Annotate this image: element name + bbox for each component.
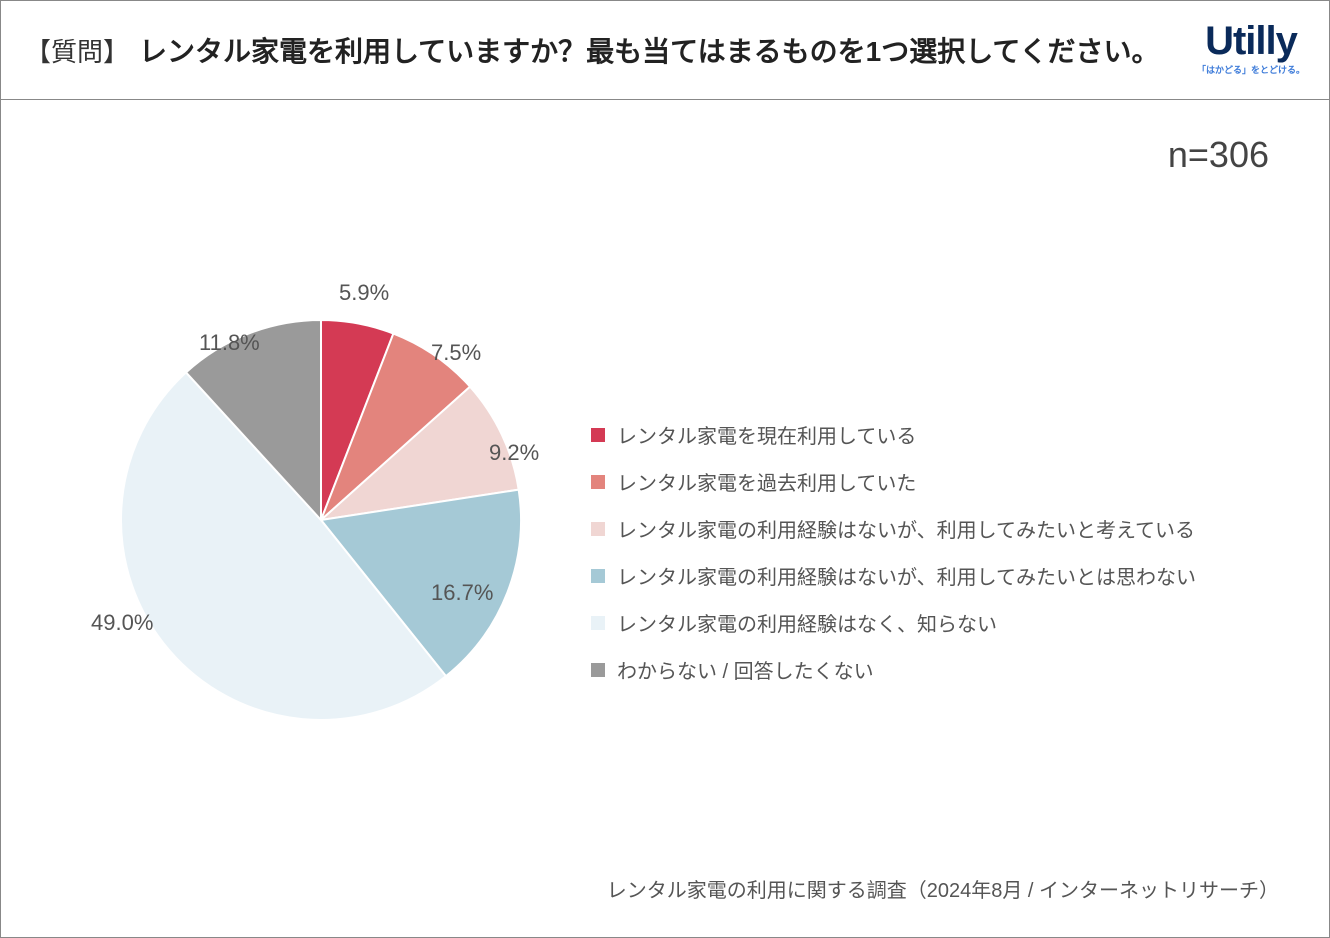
legend-label: レンタル家電の利用経験はないが、利用してみたいと考えている — [617, 514, 1195, 543]
legend-item: レンタル家電の利用経験はなく、知らない — [591, 608, 1271, 637]
legend-swatch — [591, 663, 605, 677]
slice-percent-label: 49.0% — [91, 610, 153, 636]
legend-item: わからない / 回答したくない — [591, 655, 1271, 684]
legend-label: わからない / 回答したくない — [617, 655, 874, 684]
logo-main-text: Utilly — [1197, 21, 1305, 61]
legend-item: レンタル家電の利用経験はないが、利用してみたいとは思わない — [591, 561, 1271, 590]
legend-swatch — [591, 616, 605, 630]
logo-tagline: 「はかどる」をとどける。 — [1197, 63, 1305, 76]
legend-label: レンタル家電を過去利用していた — [617, 467, 916, 496]
slice-percent-label: 11.8% — [199, 330, 260, 356]
slice-percent-label: 5.9% — [339, 280, 389, 306]
chart-panel: n=306 5.9% 7.5% 9.2% 16.7% 49.0% 11.8% レンタル家電… — [0, 100, 1330, 938]
pie-svg — [101, 300, 541, 740]
pie-chart: 5.9%7.5%9.2%16.7%49.0%11.8% — [101, 300, 601, 800]
slice-percent-label: 16.7% — [431, 580, 493, 606]
header-bar: 【質問】 レンタル家電を利用していますか？最も当てはまるものを1つ選択してくださ… — [0, 0, 1330, 100]
question-prefix: 【質問】 — [25, 32, 129, 69]
footer-note: レンタル家電の利用に関する調査（2024年8月 / インターネットリサーチ） — [607, 874, 1279, 903]
legend-label: レンタル家電を現在利用している — [617, 420, 916, 449]
sample-size-label: n=306 — [1168, 134, 1269, 176]
legend-swatch — [591, 569, 605, 583]
legend-label: レンタル家電の利用経験はないが、利用してみたいとは思わない — [617, 561, 1196, 590]
legend-item: レンタル家電の利用経験はないが、利用してみたいと考えている — [591, 514, 1271, 543]
legend-item: レンタル家電を過去利用していた — [591, 467, 1271, 496]
legend: レンタル家電を現在利用しているレンタル家電を過去利用していたレンタル家電の利用経… — [591, 420, 1271, 702]
legend-swatch — [591, 428, 605, 442]
slice-percent-label: 7.5% — [431, 340, 481, 366]
brand-logo: Utilly 「はかどる」をとどける。 — [1197, 21, 1305, 76]
legend-swatch — [591, 522, 605, 536]
legend-item: レンタル家電を現在利用している — [591, 420, 1271, 449]
legend-label: レンタル家電の利用経験はなく、知らない — [617, 608, 997, 637]
legend-swatch — [591, 475, 605, 489]
slice-percent-label: 9.2% — [489, 440, 539, 466]
question-text: レンタル家電を利用していますか？最も当てはまるものを1つ選択してください。 — [139, 30, 1160, 70]
